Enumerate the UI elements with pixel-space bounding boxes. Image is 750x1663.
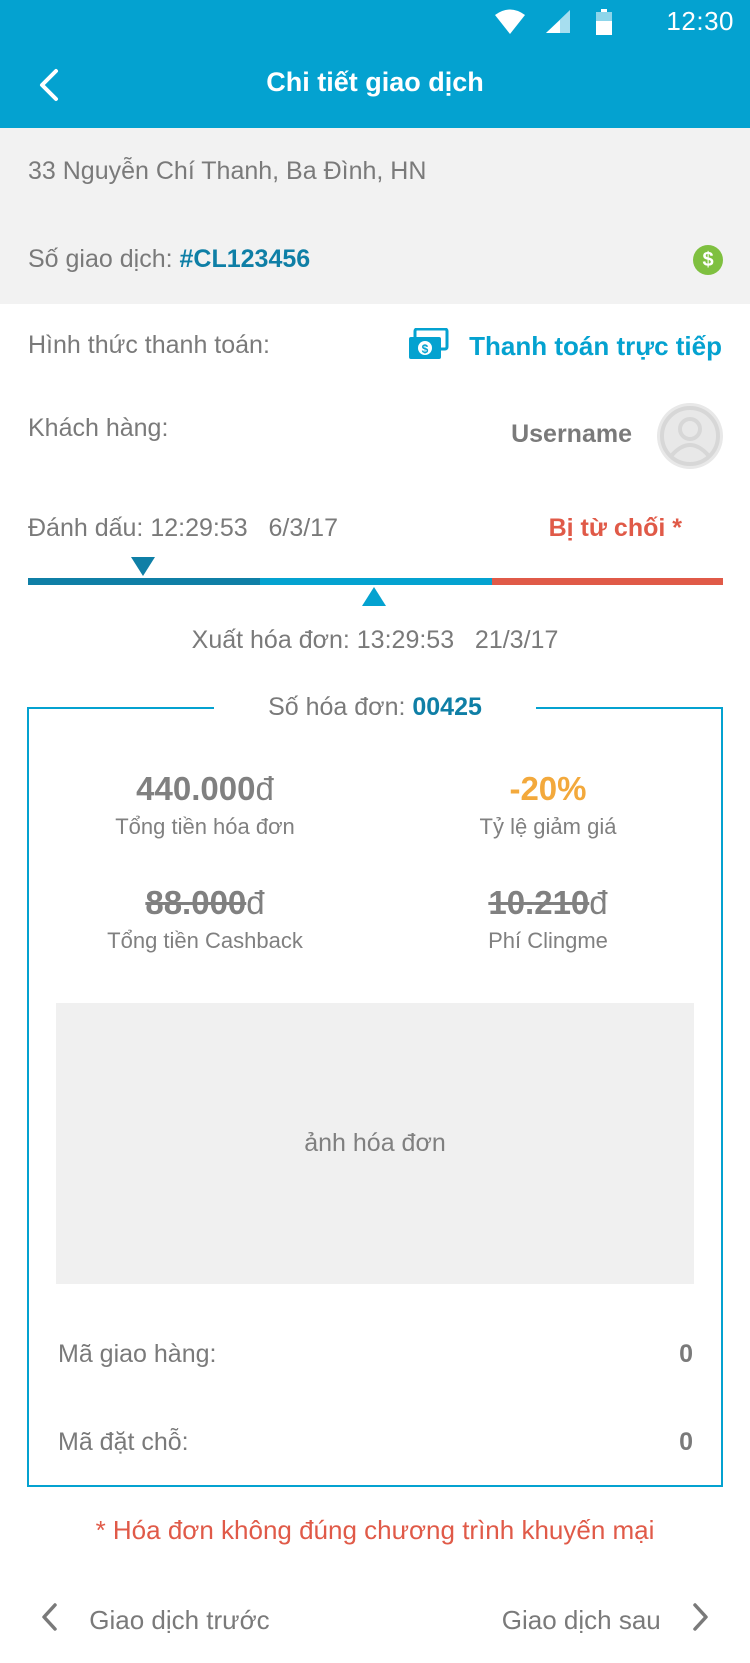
timeline-marker-up-icon: [362, 587, 386, 606]
chevron-left-icon: [42, 1603, 57, 1631]
timeline-segment-rejected: [492, 578, 723, 585]
transaction-number: #CL123456: [179, 245, 311, 273]
customer-label: Khách hàng:: [28, 414, 169, 442]
transaction-number-row: Số giao dịch: #CL123456: [28, 245, 310, 274]
next-transaction-button[interactable]: Giao dịch sau: [502, 1602, 712, 1639]
wifi-icon: [495, 9, 525, 34]
status-bar: 12:30: [0, 0, 750, 43]
payment-method-value: Thanh toán trực tiếp: [469, 331, 722, 361]
delivery-code-value: 0: [679, 1340, 693, 1368]
app-bar: Chi tiết giao dịch: [0, 43, 750, 128]
previous-transaction-button[interactable]: Giao dịch trước: [38, 1602, 270, 1639]
discount-rate-value: -20%: [509, 770, 587, 807]
store-address: 33 Nguyễn Chí Thanh, Ba Đình, HN: [28, 157, 427, 185]
chevron-right-icon: [693, 1603, 708, 1631]
invoice-photo-label: ảnh hóa đơn: [304, 1129, 446, 1157]
invoice-number: 00425: [412, 693, 482, 721]
clingme-fee-value: 10.210đ: [488, 884, 608, 921]
delivery-code-label: Mã giao hàng:: [58, 1340, 217, 1368]
payment-method-label: Hình thức thanh toán:: [28, 331, 270, 359]
previous-transaction-label: Giao dịch trước: [89, 1605, 270, 1635]
invoice-time: Xuất hóa đơn: 13:29:53 21/3/17: [191, 626, 559, 654]
user-icon: [660, 406, 720, 466]
cashback-total: 88.000đ Tổng tiền Cashback: [45, 884, 365, 954]
invoice-number-row: Số hóa đơn: 00425: [214, 693, 536, 722]
customer-username: Username: [511, 420, 632, 448]
avatar[interactable]: [657, 403, 723, 469]
page-title: Chi tiết giao dịch: [266, 67, 484, 97]
discount-rate: -20% Tỷ lệ giảm giá: [388, 770, 708, 840]
reservation-code-value: 0: [679, 1428, 693, 1456]
dollar-circle-icon: $: [693, 245, 723, 275]
timeline-marker-down-icon: [131, 557, 155, 576]
clingme-fee: 10.210đ Phí Clingme: [388, 884, 708, 954]
next-transaction-label: Giao dịch sau: [501, 1605, 661, 1635]
marked-time: Đánh dấu: 12:29:53 6/3/17: [28, 514, 338, 542]
transaction-number-label: Số giao dịch:: [28, 245, 180, 273]
cash-icon: $: [409, 328, 449, 359]
status-time: 12:30: [666, 6, 734, 36]
store-info-panel: [0, 128, 750, 304]
invoice-number-label: Số hóa đơn:: [268, 693, 413, 721]
back-arrow-icon[interactable]: [32, 64, 74, 106]
clingme-fee-label: Phí Clingme: [488, 928, 608, 953]
signal-icon: [546, 10, 570, 33]
invoice-total-label: Tổng tiền hóa đơn: [115, 814, 295, 839]
reservation-code-label: Mã đặt chỗ:: [58, 1428, 189, 1456]
invoice-total: 440.000đ Tổng tiền hóa đơn: [45, 770, 365, 840]
cashback-total-label: Tổng tiền Cashback: [107, 928, 303, 953]
invoice-total-value: 440.000đ: [136, 770, 274, 807]
invoice-photo[interactable]: ảnh hóa đơn: [56, 1003, 694, 1284]
timeline-segment-invoice: [260, 578, 492, 585]
svg-text:$: $: [422, 342, 429, 356]
timeline-segment-marked: [28, 578, 260, 585]
battery-icon: [596, 9, 612, 35]
discount-rate-label: Tỷ lệ giảm giá: [479, 814, 617, 839]
rejection-note: * Hóa đơn không đúng chương trình khuyến…: [95, 1515, 655, 1545]
status-rejected: Bị từ chối *: [548, 514, 682, 542]
cashback-total-value: 88.000đ: [145, 884, 265, 921]
